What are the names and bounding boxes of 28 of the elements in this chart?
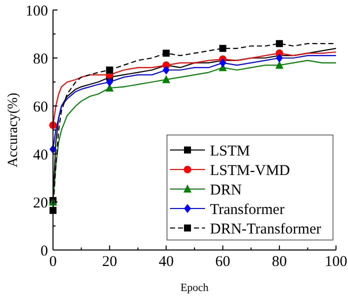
point [219,44,226,52]
x-tick-label: 60 [215,254,230,270]
y-tick-label: 0 [40,243,48,260]
legend-label: DRN [210,182,242,198]
x-axis-title: Epoch [180,282,210,294]
point [162,66,170,74]
y-axis-title: Accuracy(%) [6,92,21,168]
point [162,75,170,84]
point [276,40,283,48]
point [106,66,114,74]
legend-label: DRN-Transformer [210,221,322,238]
x-tick-label: 80 [272,254,287,270]
point [219,58,226,68]
y-tick-label: 40 [33,147,48,164]
x-tick-label: 20 [102,254,118,270]
legend-label: Transformer [210,202,284,218]
point [276,54,283,62]
legend-label: LSTM [210,143,250,160]
legend-label: LSTM-VMD [210,162,290,179]
y-tick-label: 20 [33,195,48,212]
y-tick-label: 100 [26,3,48,20]
point [275,60,284,69]
x-tick-label: 100 [324,254,348,270]
x-tick-label: 40 [158,254,174,270]
y-tick-label: 60 [33,99,48,116]
y-tick-label: 80 [33,51,48,68]
point [162,50,170,57]
point [106,78,114,86]
